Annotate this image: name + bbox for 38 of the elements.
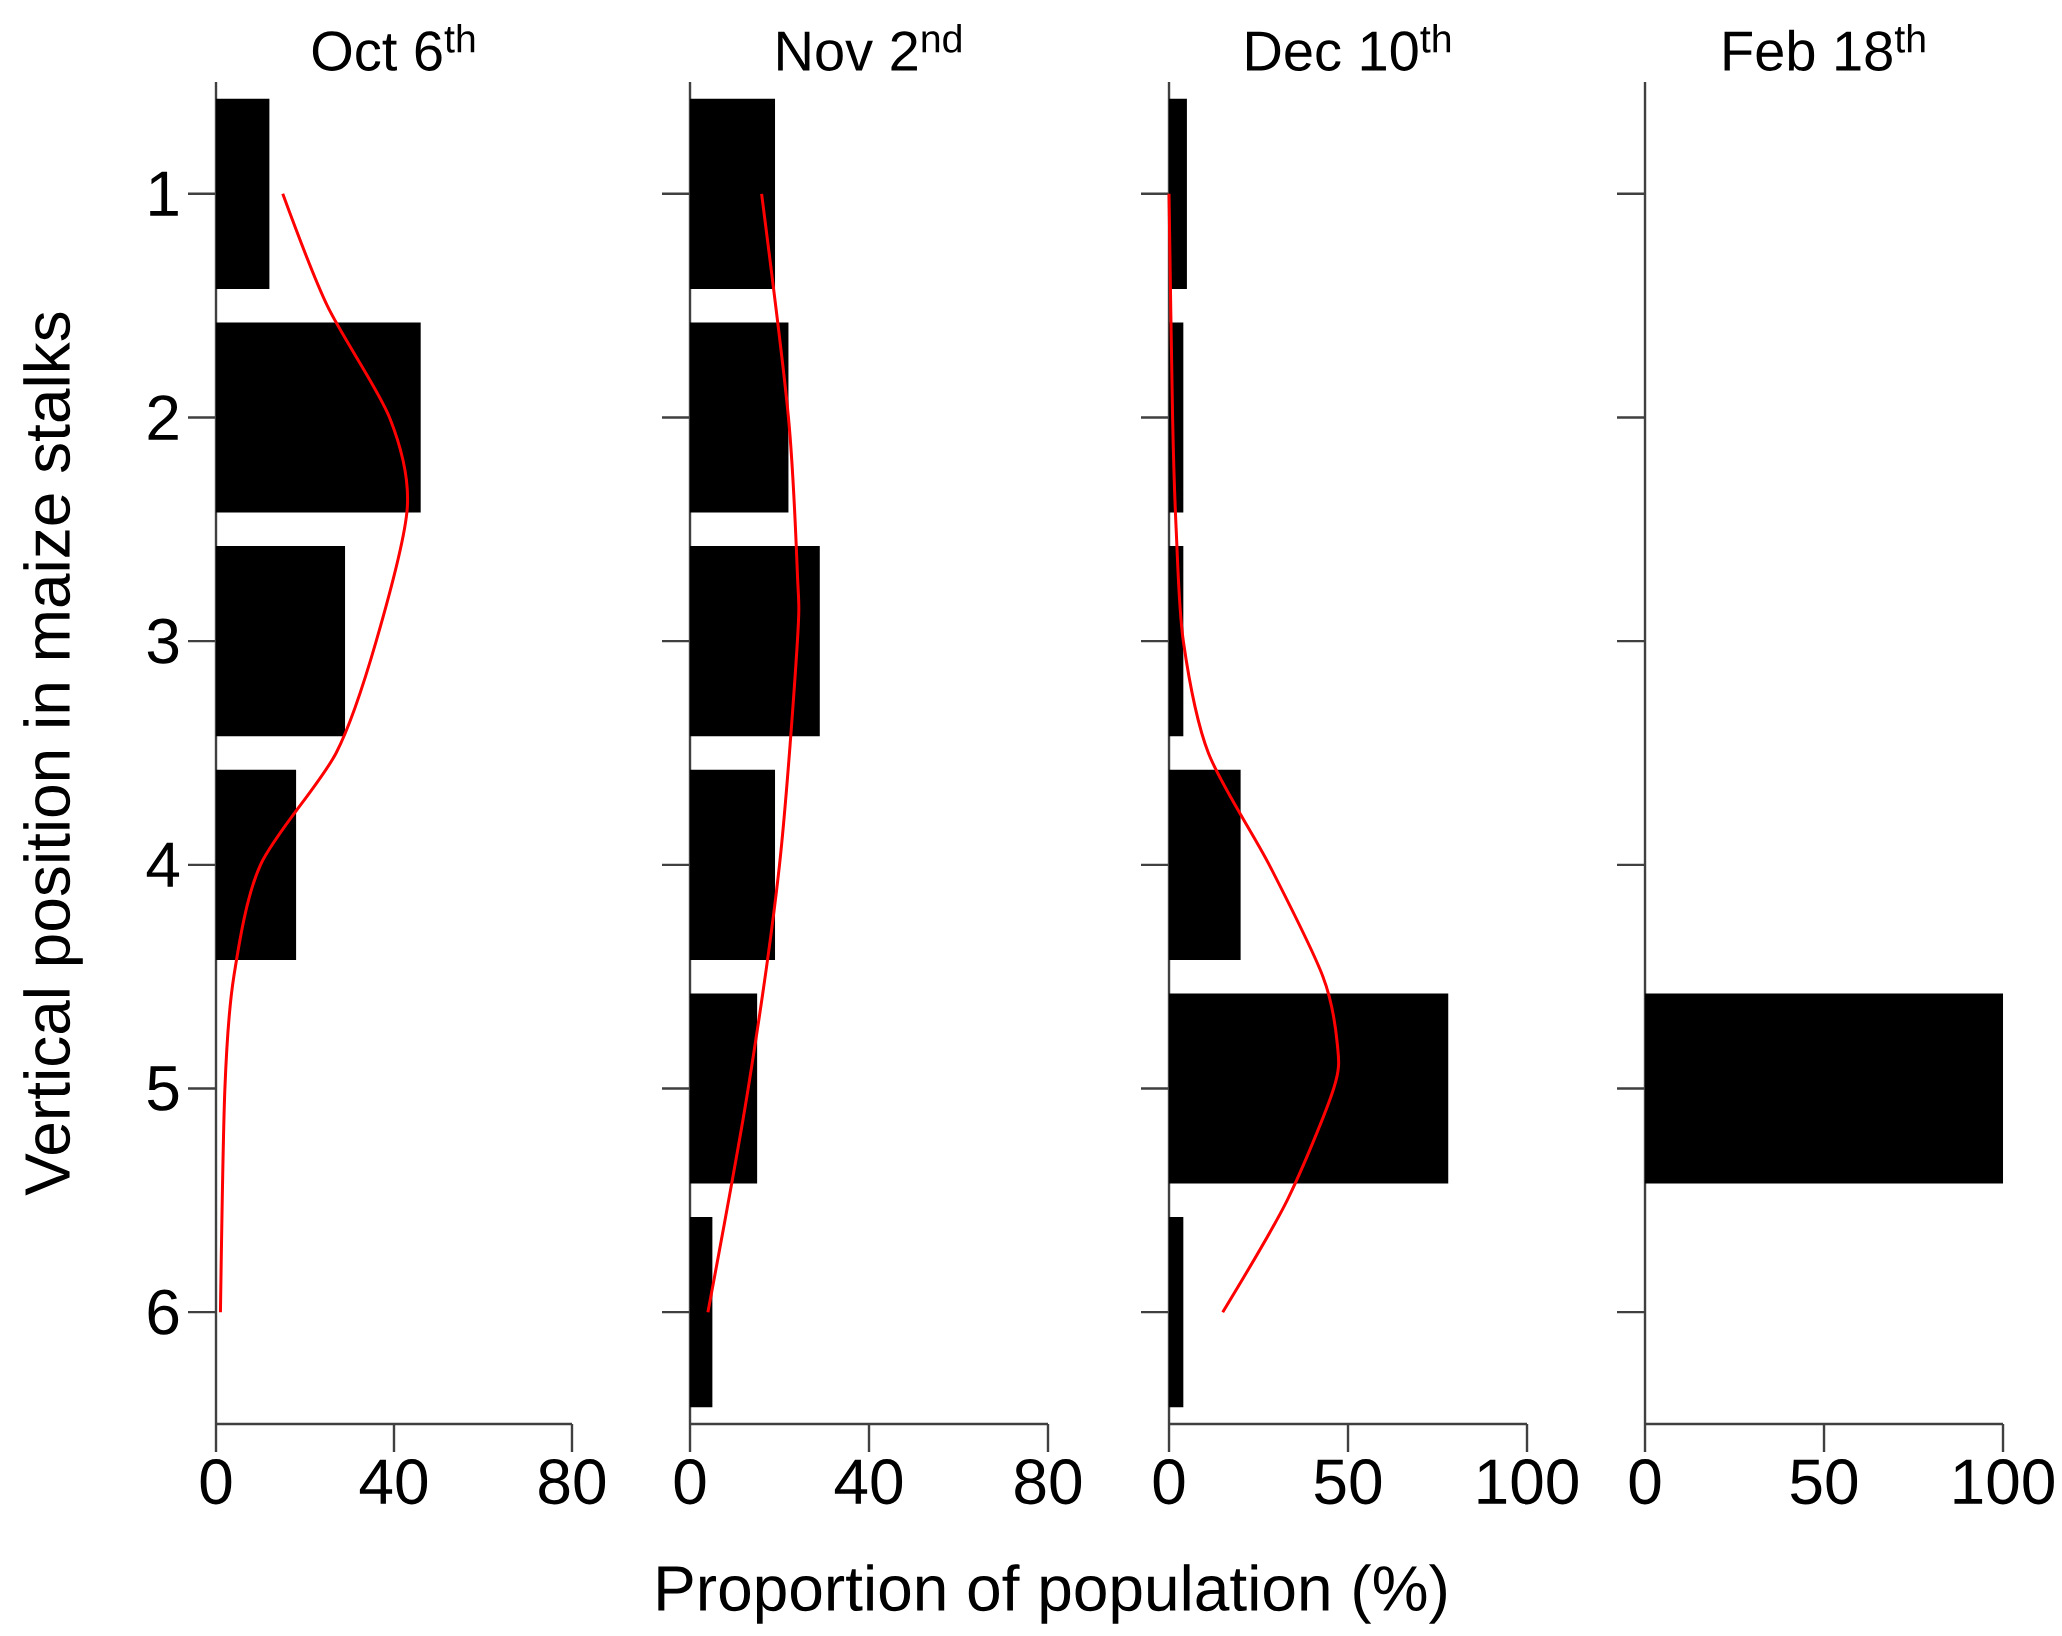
chart-title: Dec 10$^{th}$	[1247, 23, 1451, 71]
bar	[690, 322, 789, 513]
y-tick-label: 1	[150, 171, 178, 216]
y-tick-label: 2	[148, 395, 178, 440]
y-axis-title: Vertical position in maize stalks	[23, 312, 83, 1196]
bar	[216, 322, 421, 513]
y-tick-label: 6	[148, 1289, 179, 1335]
x-tick-label: 100	[1954, 1459, 2054, 1505]
x-tick-label: 80	[1015, 1459, 1082, 1505]
bar	[1169, 98, 1187, 289]
bar	[216, 98, 270, 289]
x-tick-label: 50	[1791, 1459, 1858, 1505]
bar	[1169, 1217, 1184, 1408]
bar	[216, 769, 297, 960]
y-tick-label: 4	[146, 842, 180, 887]
chart-title: Feb 18$^{th}$	[1724, 23, 1925, 71]
x-tick-label: 40	[359, 1459, 428, 1505]
bar	[690, 546, 820, 737]
x-axis-title: Proportion of population (%)	[658, 1564, 1446, 1624]
y-tick-label: 5	[147, 1066, 179, 1111]
bar	[690, 1217, 713, 1408]
bar	[1169, 769, 1241, 960]
x-tick-label: 0	[674, 1459, 706, 1505]
x-tick-label: 0	[200, 1459, 232, 1505]
x-tick-label: 40	[834, 1459, 903, 1505]
bar	[1169, 993, 1449, 1184]
x-tick-label: 0	[1153, 1459, 1185, 1505]
x-tick-label: 100	[1478, 1459, 1578, 1505]
chart-title: Oct 6$^{th}$	[312, 23, 475, 71]
bar	[216, 546, 346, 737]
bar	[690, 769, 776, 960]
y-tick-label: 3	[147, 618, 179, 664]
chart-title: Nov 2$^{nd}$	[778, 23, 961, 71]
x-tick-label: 50	[1314, 1459, 1382, 1505]
bar	[690, 98, 776, 289]
x-tick-label: 0	[1629, 1459, 1661, 1505]
x-tick-label: 80	[539, 1459, 606, 1505]
bar	[690, 993, 758, 1184]
